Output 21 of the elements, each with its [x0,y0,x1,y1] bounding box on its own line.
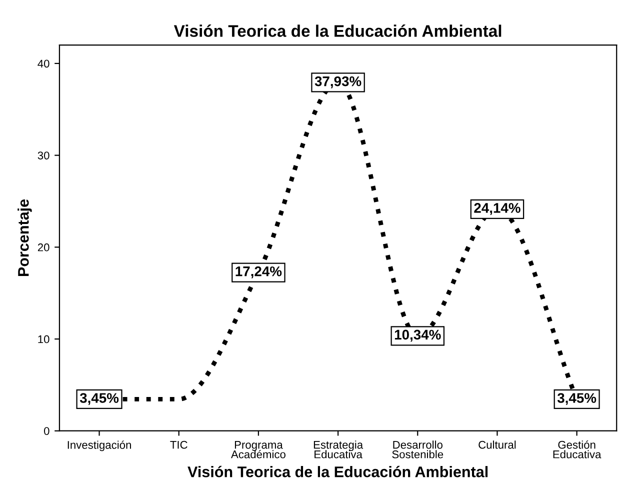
y-tick-label: 10 [38,335,50,344]
y-tick-label: 30 [38,152,50,160]
x-tick-label: Programa Académico [230,440,286,458]
y-tick-label: 20 [38,243,50,252]
data-label: 3,45% [557,393,596,405]
x-tick-label: Gestión Educativa [553,440,602,458]
x-tick-label: TIC [170,440,188,449]
y-axis-title: Porcentaje [18,199,32,276]
x-axis-title: Visión Teorica de la Educación Ambiental [188,466,488,478]
x-tick-label: Estrategia Educativa [314,440,364,458]
x-tick-label: Cultural [478,440,516,449]
y-tick-label: 0 [44,427,50,435]
chart-title: Visión Teorica de la Educación Ambiental [174,24,502,37]
x-tick-label: Investigación [68,440,131,452]
x-tick-label: Desarrollo Sostenible [392,440,444,458]
y-tick-label: 40 [38,60,50,68]
data-label: 3,45% [80,393,119,405]
data-label: 10,34% [394,330,441,342]
data-label: 17,24% [236,266,282,278]
data-label: 24,14% [474,203,520,215]
data-label: 37,93% [314,76,362,88]
